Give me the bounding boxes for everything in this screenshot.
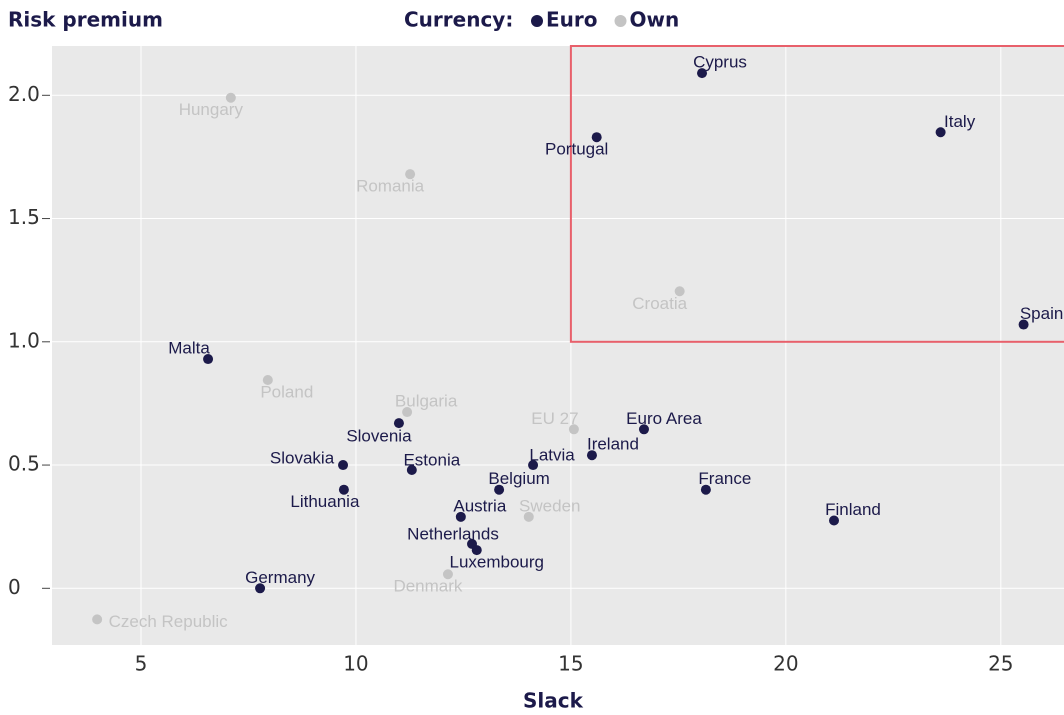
legend-swatch bbox=[531, 15, 543, 27]
point bbox=[406, 464, 417, 475]
x-tick-label: 5 bbox=[135, 652, 148, 676]
y-tick-label: 0 bbox=[8, 575, 21, 599]
point-label: Sweden bbox=[519, 496, 580, 515]
point bbox=[255, 583, 266, 594]
legend-title: Currency: bbox=[404, 8, 513, 32]
point-label: Czech Republic bbox=[109, 612, 229, 631]
point bbox=[92, 614, 103, 625]
point bbox=[393, 418, 404, 429]
y-tick-label: 2.0 bbox=[8, 82, 40, 106]
point-label: Portugal bbox=[545, 140, 608, 159]
point-label: Finland bbox=[825, 500, 881, 519]
point-label: EU 27 bbox=[531, 409, 578, 428]
point bbox=[674, 286, 685, 297]
point-label: Lithuania bbox=[290, 492, 360, 511]
point bbox=[494, 484, 505, 495]
point-label: Croatia bbox=[632, 294, 687, 313]
point-label: Netherlands bbox=[407, 524, 499, 543]
point-label: Hungary bbox=[179, 100, 244, 119]
point bbox=[338, 484, 349, 495]
point-label: Spain bbox=[1020, 304, 1063, 323]
point-label: Germany bbox=[245, 568, 315, 587]
point bbox=[442, 569, 453, 580]
point-label: Slovakia bbox=[270, 449, 335, 468]
point-label: Luxembourg bbox=[449, 553, 544, 572]
point-label: Latvia bbox=[529, 446, 575, 465]
point-label: Estonia bbox=[403, 450, 460, 469]
point bbox=[338, 460, 349, 471]
y-tick-label: 0.5 bbox=[8, 452, 40, 476]
point-label: Italy bbox=[944, 112, 976, 131]
point bbox=[700, 484, 711, 495]
legend-label: Own bbox=[630, 8, 680, 32]
point bbox=[638, 424, 649, 435]
point bbox=[568, 424, 579, 435]
point bbox=[1018, 319, 1029, 330]
point-label: Malta bbox=[168, 339, 210, 358]
point bbox=[455, 511, 466, 522]
y-tick-label: 1.0 bbox=[8, 328, 40, 352]
point bbox=[697, 68, 708, 79]
point-label: Ireland bbox=[587, 435, 639, 454]
point bbox=[225, 92, 236, 103]
point-label: Austria bbox=[453, 496, 506, 515]
point bbox=[586, 450, 597, 461]
point-label: Euro Area bbox=[626, 409, 702, 428]
point-label: Denmark bbox=[393, 577, 462, 596]
point bbox=[528, 460, 539, 471]
point-label: Slovenia bbox=[346, 427, 412, 446]
point-label: Poland bbox=[260, 382, 313, 401]
highlight-box bbox=[569, 45, 1064, 343]
x-tick-label: 20 bbox=[773, 652, 798, 676]
point bbox=[935, 127, 946, 138]
chart-title: Risk premium bbox=[8, 8, 163, 32]
point bbox=[471, 545, 482, 556]
point bbox=[405, 169, 416, 180]
point bbox=[591, 132, 602, 143]
x-tick-label: 10 bbox=[343, 652, 368, 676]
y-tick-label: 1.5 bbox=[8, 205, 40, 229]
point-label: France bbox=[698, 469, 751, 488]
point-label: Cyprus bbox=[693, 53, 747, 72]
point bbox=[262, 375, 273, 386]
x-axis-label: Slack bbox=[523, 689, 584, 713]
point bbox=[203, 354, 214, 365]
point-label: Belgium bbox=[488, 469, 549, 488]
plot-background bbox=[52, 46, 1064, 645]
point bbox=[829, 515, 839, 526]
point bbox=[523, 511, 534, 522]
point-label: Bulgaria bbox=[395, 392, 458, 411]
legend-swatch bbox=[614, 15, 627, 27]
x-tick-label: 25 bbox=[988, 652, 1013, 676]
point bbox=[402, 407, 413, 418]
legend-label: Euro bbox=[546, 8, 598, 32]
point-label: Romania bbox=[356, 177, 425, 196]
x-tick-label: 15 bbox=[558, 652, 583, 676]
